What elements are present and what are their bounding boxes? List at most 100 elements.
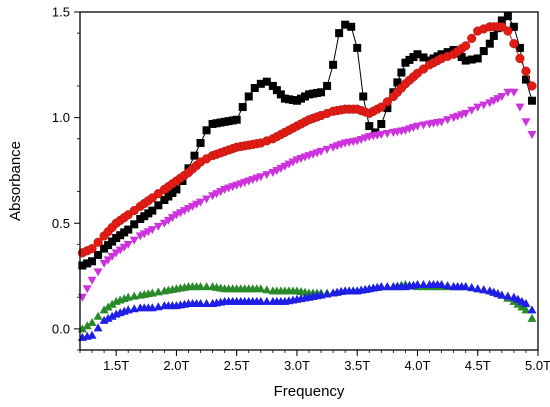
data-point xyxy=(503,26,513,36)
data-point xyxy=(99,315,109,324)
data-point xyxy=(168,188,177,197)
data-point xyxy=(244,92,253,101)
data-point xyxy=(503,291,513,300)
data-point xyxy=(393,78,402,87)
data-point xyxy=(256,296,266,305)
data-point xyxy=(527,313,537,322)
data-point xyxy=(288,96,297,105)
data-point xyxy=(268,81,277,90)
data-point xyxy=(144,209,153,218)
data-point xyxy=(382,282,392,291)
data-point xyxy=(521,305,531,314)
data-point xyxy=(120,228,129,237)
data-point xyxy=(409,53,418,62)
data-point xyxy=(515,53,525,64)
data-point xyxy=(515,103,525,112)
data-point xyxy=(467,33,477,44)
data-point xyxy=(479,101,489,110)
data-point xyxy=(329,60,338,69)
data-point xyxy=(335,29,344,38)
data-point xyxy=(473,103,483,112)
data-point xyxy=(419,121,428,130)
x-tick-label: 3.5T xyxy=(344,358,370,373)
x-tick-label: 2.0T xyxy=(163,358,189,373)
data-point xyxy=(103,256,113,265)
data-point xyxy=(412,122,422,131)
data-point xyxy=(124,225,133,234)
data-point xyxy=(515,43,524,52)
x-tick-label: 1.5T xyxy=(103,358,129,373)
data-point xyxy=(497,93,507,101)
data-point xyxy=(419,53,428,62)
data-point xyxy=(93,311,103,320)
data-point xyxy=(479,285,489,294)
x-axis-title: Frequency xyxy=(274,383,345,400)
data-point xyxy=(153,222,163,231)
data-point xyxy=(347,22,356,31)
data-point xyxy=(527,81,537,91)
data-point xyxy=(305,90,313,99)
data-point xyxy=(479,47,488,56)
data-point xyxy=(376,282,386,291)
data-point xyxy=(527,131,537,140)
data-point xyxy=(497,290,507,299)
data-point xyxy=(317,88,326,97)
data-point xyxy=(377,119,386,128)
data-point xyxy=(461,56,470,65)
data-point xyxy=(280,94,289,103)
y-tick-label: 1.0 xyxy=(52,110,70,125)
data-point xyxy=(272,86,281,95)
data-point xyxy=(93,268,103,277)
data-point xyxy=(107,311,117,320)
data-point xyxy=(256,284,266,293)
data-point xyxy=(262,285,272,294)
data-point xyxy=(413,50,422,59)
data-point xyxy=(140,212,149,221)
data-point xyxy=(262,77,271,86)
data-point xyxy=(123,240,133,249)
data-point xyxy=(87,318,97,327)
data-point xyxy=(220,117,229,126)
data-point xyxy=(341,20,350,29)
data-point xyxy=(196,282,206,291)
data-point xyxy=(509,88,519,97)
x-tick-label: 4.5T xyxy=(465,358,491,373)
y-tick-label: 0.0 xyxy=(52,321,70,336)
data-point xyxy=(83,259,92,268)
data-point xyxy=(196,138,205,147)
data-point xyxy=(461,109,471,118)
data-point xyxy=(521,66,531,76)
data-point xyxy=(202,126,211,135)
data-point xyxy=(509,22,518,31)
data-point xyxy=(292,96,301,105)
data-point xyxy=(467,106,477,115)
data-point xyxy=(100,244,109,253)
data-point xyxy=(437,118,447,127)
y-tick-label: 0.5 xyxy=(52,216,70,231)
data-point xyxy=(489,31,498,40)
data-point xyxy=(202,282,212,291)
data-point xyxy=(503,12,512,21)
data-point xyxy=(112,234,121,243)
data-point xyxy=(419,280,428,289)
data-point xyxy=(160,196,169,205)
data-point xyxy=(276,90,285,99)
data-point xyxy=(262,296,272,305)
data-point xyxy=(527,96,536,105)
data-point xyxy=(457,53,466,62)
data-point xyxy=(284,95,293,104)
data-point xyxy=(300,92,309,101)
data-point xyxy=(93,323,103,332)
data-point xyxy=(309,89,318,98)
data-point xyxy=(196,299,206,308)
data-point xyxy=(190,151,199,160)
data-point xyxy=(202,195,212,204)
data-point xyxy=(467,55,476,64)
series-5 xyxy=(77,280,537,341)
data-point xyxy=(147,226,157,235)
data-point xyxy=(353,43,362,52)
data-point xyxy=(216,118,225,127)
data-point xyxy=(228,116,237,125)
data-point xyxy=(238,103,247,112)
data-point xyxy=(256,79,265,88)
